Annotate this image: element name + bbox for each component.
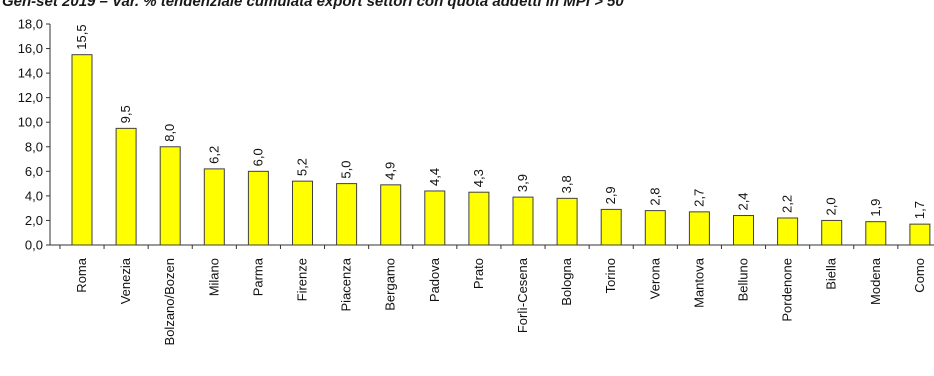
y-tick-label: 0,0 <box>25 238 43 253</box>
data-label: 2,7 <box>691 189 706 207</box>
x-tick-label: Forlì-Cesena <box>515 257 530 333</box>
chart-title: Gen-set 2019 – Var. % tendenziale cumula… <box>2 0 624 10</box>
bar-milano <box>203 168 225 246</box>
chart-labels: 0,0 2,0 4,0 6,0 8,0 10,0 12,0 14,0 16,0 18,0 15,5 R… <box>18 17 927 346</box>
bar-mantova <box>688 211 710 246</box>
chart-bars <box>71 54 931 246</box>
x-tick-label: Parma <box>250 257 265 296</box>
x-tick-label: Pordenone <box>780 258 795 322</box>
x-tick-label: Bergamo <box>383 258 398 311</box>
bar-como <box>909 223 931 246</box>
x-tick-label: Torino <box>603 258 618 293</box>
data-label: 2,9 <box>603 186 618 204</box>
data-label: 4,3 <box>471 169 486 187</box>
bar-bergamo <box>380 184 402 246</box>
bar-prato <box>468 191 490 246</box>
bar-padova <box>424 190 446 246</box>
bar-biella <box>821 219 843 246</box>
data-label: 4,9 <box>383 162 398 180</box>
bar-venezia <box>115 127 137 246</box>
x-tick-label: Padova <box>427 257 442 302</box>
data-label: 5,0 <box>339 161 354 179</box>
x-tick-label: Milano <box>206 258 221 296</box>
x-tick-label: Bolzano/Bozen <box>162 258 177 345</box>
bar-piacenza <box>336 183 358 246</box>
y-tick-label: 10,0 <box>18 115 43 130</box>
data-label: 2,0 <box>824 197 839 215</box>
data-label: 5,2 <box>295 158 310 176</box>
y-tick-label: 4,0 <box>25 188 43 203</box>
x-tick-label: Como <box>912 258 927 293</box>
data-label: 6,2 <box>206 146 221 164</box>
data-label: 15,5 <box>74 24 89 49</box>
data-label: 2,4 <box>736 192 751 210</box>
x-tick-label: Belluno <box>736 258 751 301</box>
bar-modena <box>865 221 887 246</box>
bar-torino <box>600 208 622 246</box>
bar-belluno <box>733 215 754 246</box>
data-label: 3,8 <box>559 175 574 193</box>
bar-bologna <box>556 197 578 246</box>
x-tick-label: Piacenza <box>339 257 354 311</box>
data-label: 3,9 <box>515 174 530 192</box>
data-label: 2,2 <box>780 195 795 213</box>
data-label: 1,9 <box>868 199 883 217</box>
bar-roma <box>71 54 93 246</box>
x-tick-label: Roma <box>74 257 89 292</box>
data-label: 1,7 <box>912 201 927 219</box>
x-tick-label: Mantova <box>691 257 706 308</box>
x-tick-label: Prato <box>471 258 486 289</box>
y-tick-label: 6,0 <box>25 164 43 179</box>
y-tick-label: 12,0 <box>18 90 43 105</box>
data-label: 2,8 <box>647 188 662 206</box>
bar-parma <box>247 170 269 246</box>
bar-verona <box>644 210 666 246</box>
x-tick-label: Modena <box>868 257 883 305</box>
data-label: 4,4 <box>427 168 442 186</box>
data-label: 6,0 <box>250 148 265 166</box>
y-tick-label: 8,0 <box>25 139 43 154</box>
bar-firenze <box>292 180 313 246</box>
y-tick-label: 14,0 <box>18 66 43 81</box>
y-tick-label: 16,0 <box>18 41 43 56</box>
y-tick-label: 18,0 <box>18 17 43 32</box>
bar-forl-cesena <box>512 196 534 246</box>
x-tick-label: Bologna <box>559 257 574 305</box>
bar-pordenone <box>777 217 799 246</box>
bar-bolzano-bozen <box>159 146 181 246</box>
x-tick-label: Firenze <box>295 258 310 301</box>
y-tick-label: 2,0 <box>25 213 43 228</box>
data-label: 9,5 <box>118 105 133 123</box>
x-tick-label: Biella <box>824 257 839 290</box>
data-label: 8,0 <box>162 124 177 142</box>
x-tick-label: Venezia <box>118 257 133 304</box>
x-tick-label: Verona <box>647 257 662 299</box>
